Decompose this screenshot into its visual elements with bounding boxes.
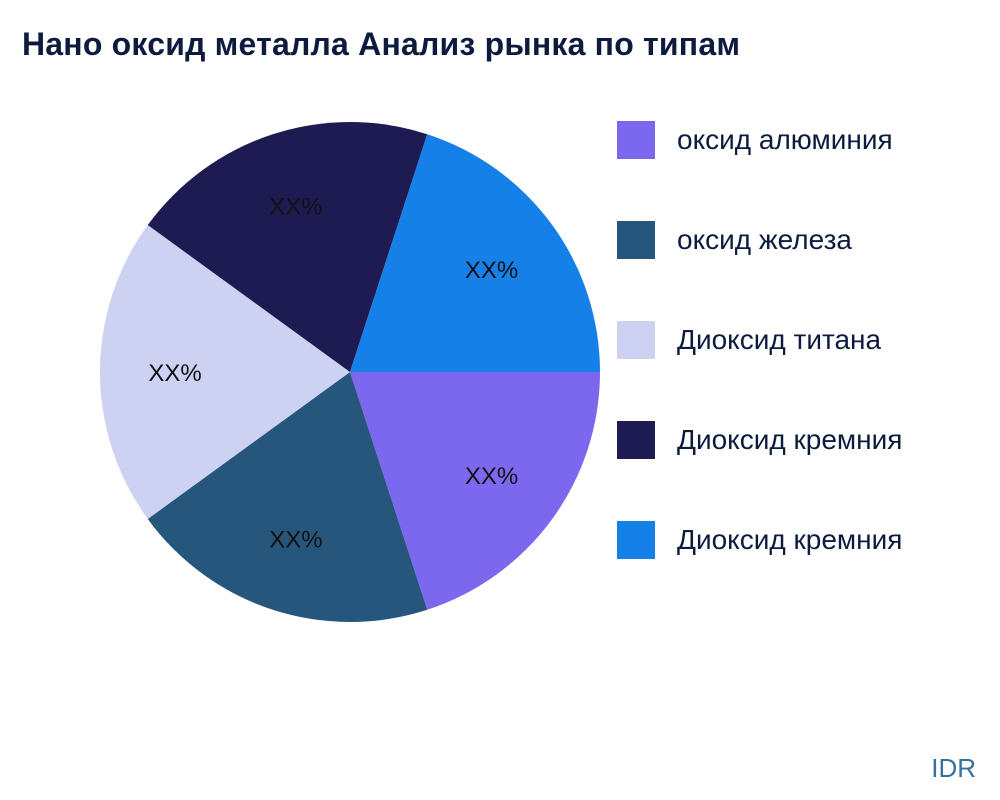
- pie-slice-label: XX%: [269, 526, 322, 553]
- legend-swatch-silicon-dioxide-dark: [617, 421, 655, 459]
- pie-slice: [147, 122, 428, 373]
- legend-swatch-iron-oxide: [617, 221, 655, 259]
- legend-item: оксид железа: [617, 220, 902, 260]
- legend-swatch-titanium-dioxide: [617, 321, 655, 359]
- watermark-idr: IDR: [931, 753, 976, 783]
- legend-label: оксид железа: [677, 224, 852, 255]
- legend-item: Диоксид титана: [617, 320, 902, 360]
- pie-slice: [147, 372, 428, 622]
- legend-swatch-aluminium-oxide: [617, 121, 655, 159]
- pie-slice: [100, 225, 350, 519]
- legend-swatch-silicon-dioxide-blue: [617, 521, 655, 559]
- pie-slice: [350, 134, 600, 372]
- legend-label: Диоксид титана: [677, 324, 882, 355]
- chart-title: Нано оксид металла Анализ рынка по типам: [22, 26, 741, 62]
- legend-item: Диоксид кремния: [617, 420, 902, 460]
- legend-label: Диоксид кремния: [677, 424, 903, 455]
- legend-item: оксид алюминия: [617, 120, 902, 160]
- legend-item: Диоксид кремния: [617, 520, 902, 560]
- legend-label: Диоксид кремния: [677, 524, 903, 555]
- pie-slice-label: XX%: [269, 194, 322, 221]
- pie-slice-label: XX%: [465, 257, 518, 284]
- legend-label: оксид алюминия: [677, 124, 893, 155]
- pie-slice: [350, 372, 600, 610]
- legend: оксид алюминия оксид железа Диоксид тита…: [617, 120, 902, 560]
- pie-slice-label: XX%: [148, 360, 201, 387]
- pie-slice-label: XX%: [465, 463, 518, 490]
